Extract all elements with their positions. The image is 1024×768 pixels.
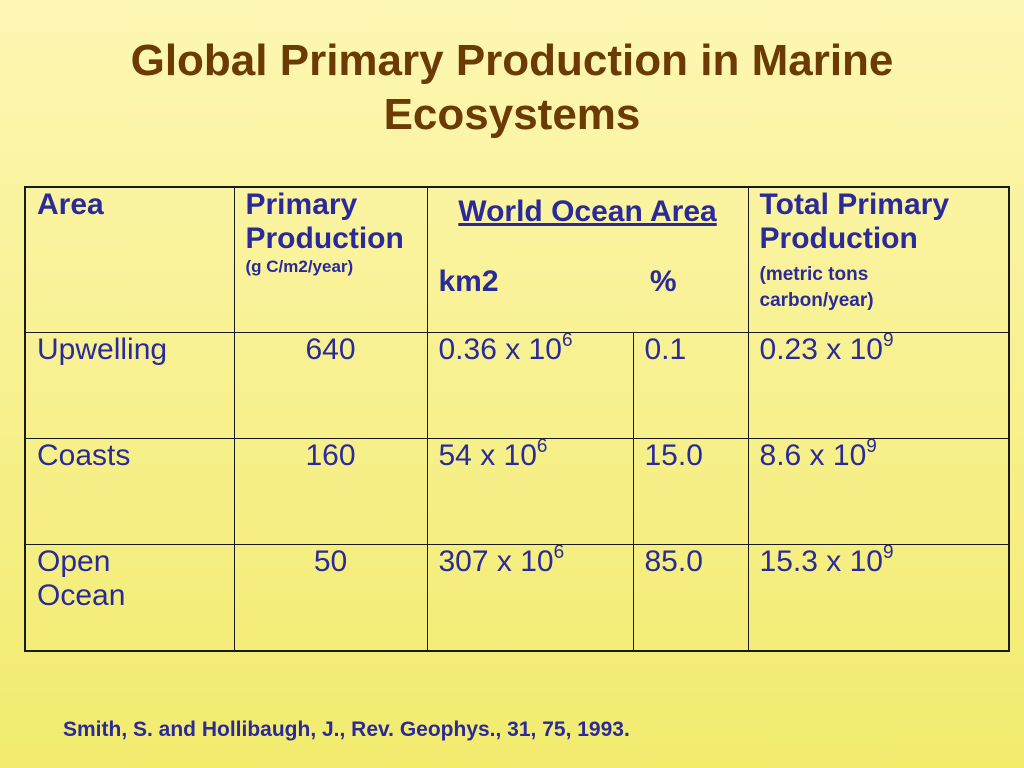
header-primary-production-line2: Production bbox=[245, 222, 404, 255]
cell-production: 160 bbox=[233, 438, 428, 545]
cell-production: 50 bbox=[233, 544, 428, 652]
production-table: Area Primary Production (g C/m2/year) Wo… bbox=[24, 186, 1011, 652]
table-row: Open Ocean 50 307 x 106 85.0 15.3 x 109 bbox=[24, 543, 1010, 652]
cell-area: Coasts bbox=[24, 438, 235, 545]
header-world-ocean-area: World Ocean Area km2 % bbox=[426, 186, 749, 333]
table-header-row: Area Primary Production (g C/m2/year) Wo… bbox=[24, 186, 1010, 333]
cell-area-km2: 307 x 106 bbox=[426, 543, 634, 652]
cell-area-km2: 54 x 106 bbox=[426, 437, 634, 545]
header-primary-production: Primary Production (g C/m2/year) bbox=[233, 186, 428, 333]
slide-title: Global Primary Production in Marine Ecos… bbox=[0, 34, 1024, 142]
header-world-ocean-area-label: World Ocean Area bbox=[458, 195, 717, 228]
header-total-primary-production: Total Primary Production (metric tons ca… bbox=[747, 186, 1010, 333]
header-percent: % bbox=[649, 265, 677, 298]
header-primary-production-line1: Primary bbox=[245, 188, 358, 221]
cell-total: 8.6 x 109 bbox=[747, 437, 1010, 545]
header-area: Area bbox=[24, 186, 235, 333]
header-total-unit-line2: carbon/year) bbox=[759, 290, 874, 311]
cell-production: 640 bbox=[233, 332, 428, 439]
table-row: Upwelling 640 0.36 x 106 0.1 0.23 x 109 bbox=[24, 331, 1010, 439]
cell-area: Open Ocean bbox=[24, 544, 235, 652]
cell-area-km2: 0.36 x 106 bbox=[426, 331, 634, 439]
cell-percent: 15.0 bbox=[632, 438, 749, 545]
cell-total: 0.23 x 109 bbox=[747, 331, 1010, 439]
header-primary-production-unit: (g C/m2/year) bbox=[245, 257, 354, 276]
header-km2: km2 bbox=[438, 265, 499, 298]
cell-percent: 85.0 bbox=[632, 544, 749, 652]
cell-percent: 0.1 bbox=[632, 332, 749, 439]
citation: Smith, S. and Hollibaugh, J., Rev. Geoph… bbox=[63, 718, 630, 741]
header-total-line2: Production bbox=[759, 222, 918, 255]
slide-title-line1: Global Primary Production in Marine bbox=[130, 36, 894, 85]
slide-title-line2: Ecosystems bbox=[383, 90, 641, 139]
cell-total: 15.3 x 109 bbox=[747, 543, 1010, 652]
cell-area: Upwelling bbox=[24, 332, 235, 439]
header-total-line1: Total Primary bbox=[759, 188, 950, 221]
table-row: Coasts 160 54 x 106 15.0 8.6 x 109 bbox=[24, 437, 1010, 545]
header-total-unit-line1: (metric tons bbox=[759, 264, 869, 285]
